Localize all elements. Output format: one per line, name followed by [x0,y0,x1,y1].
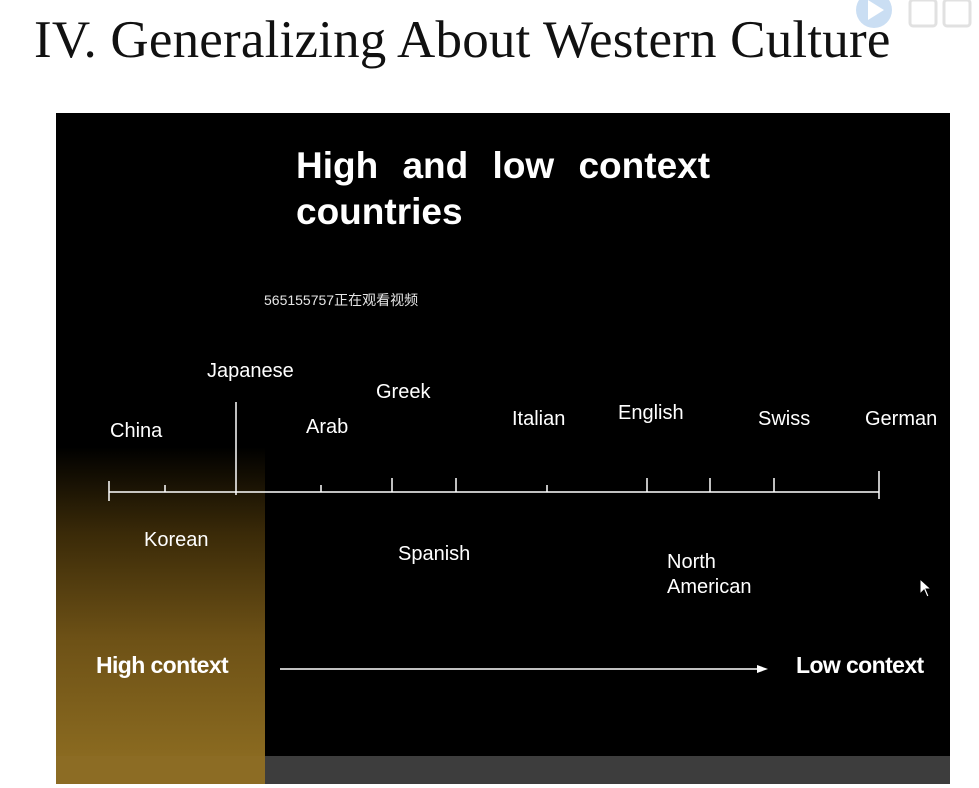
page-title: IV. Generalizing About Western Culture [34,11,891,69]
label-arab: Arab [306,416,349,438]
label-german: German [865,408,938,430]
label-japanese: Japanese [207,360,294,382]
label-english: English [618,402,684,424]
high-context-label: High context [96,652,229,678]
label-greek: Greek [376,381,431,403]
mouse-pointer-icon [919,578,933,598]
low-context-label: Low context [796,652,924,678]
video-platform-logo [856,0,972,28]
label-swiss: Swiss [758,408,811,430]
label-spanish: Spanish [398,543,471,565]
slide: High and low context countries 565155757… [56,113,950,756]
viewer-watermark: 565155757正在观看视频 [264,292,419,308]
label-china: China [110,420,163,442]
label-italian: Italian [512,408,566,430]
slide-bottom-bar [56,756,950,784]
label-korean: Korean [144,529,209,551]
context-direction-arrow [280,665,768,673]
high-context-highlight [56,447,265,756]
label-north-american: North American [667,551,752,598]
bottom-bar-accent [56,756,265,784]
context-scale [108,402,880,673]
slide-heading: High and low context countries [296,145,711,232]
